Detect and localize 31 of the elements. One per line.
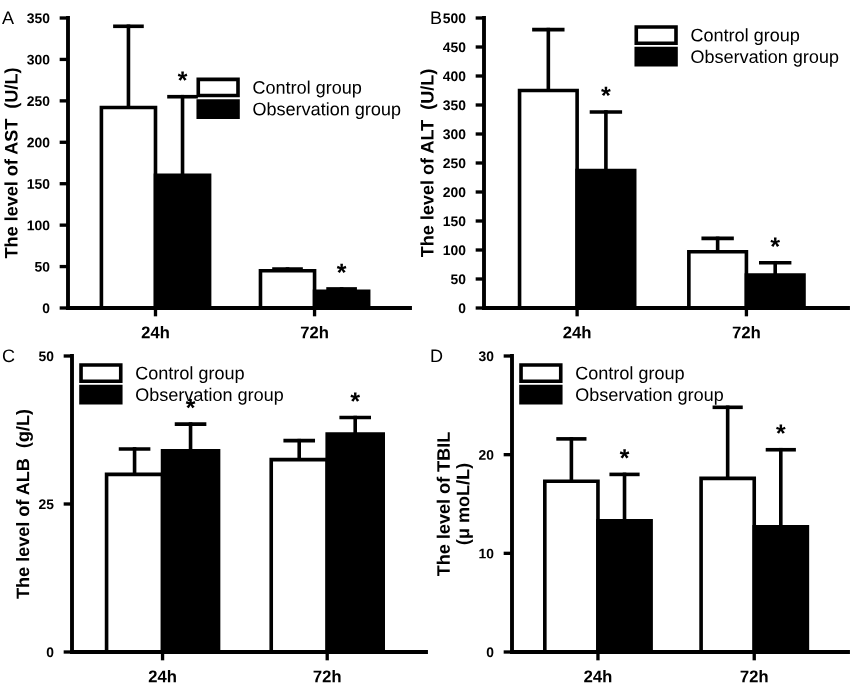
legend-label: Control group: [691, 28, 800, 46]
annotation: *: [770, 237, 781, 247]
text: C: [2, 349, 15, 363]
x-tick-label: 24h: [141, 326, 169, 339]
x-tick-label: 24h: [148, 670, 176, 683]
x-tick-label: 24h: [563, 326, 591, 339]
legend-label: Control group: [136, 366, 244, 384]
y-axis-title: The level of AST (U/L): [4, 68, 22, 259]
x-tick-label: 24h: [584, 670, 612, 683]
annotation: *: [601, 86, 611, 97]
legend-label: Observation group: [253, 102, 401, 120]
text: B: [431, 11, 442, 24]
annotation: *: [619, 449, 630, 459]
legend-label: Control group: [253, 80, 362, 98]
annotation: *: [185, 398, 196, 409]
annotation: *: [776, 424, 786, 434]
annotation: *: [336, 263, 347, 274]
x-tick-label: 72h: [313, 670, 341, 683]
y-axis-title: The level of TBIL (μ moL/L): [436, 432, 473, 577]
text: D: [431, 349, 443, 362]
x-tick-label: 72h: [300, 326, 328, 339]
x-tick-label: 72h: [732, 326, 760, 339]
annotation: *: [350, 392, 361, 402]
y-axis-title: The level of ALB (g/L): [16, 409, 33, 599]
y-axis-title: The level of ALT (U/L): [420, 69, 438, 258]
annotation: *: [177, 71, 188, 81]
text: A: [2, 11, 15, 24]
legend-label: Observation group: [691, 49, 839, 67]
legend-label: Control group: [576, 366, 684, 384]
x-tick-label: 72h: [740, 670, 768, 683]
legend-label: Observation group: [576, 387, 723, 405]
